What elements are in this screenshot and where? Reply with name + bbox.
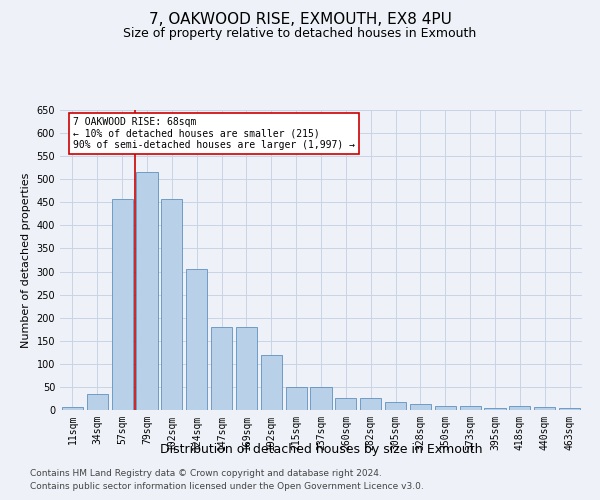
Bar: [87, 394, 108, 410]
Bar: [410, 404, 431, 410]
Bar: [136, 172, 158, 410]
Bar: [460, 406, 481, 410]
Text: Contains public sector information licensed under the Open Government Licence v3: Contains public sector information licen…: [30, 482, 424, 491]
Text: 7 OAKWOOD RISE: 68sqm
← 10% of detached houses are smaller (215)
90% of semi-det: 7 OAKWOOD RISE: 68sqm ← 10% of detached …: [73, 117, 355, 150]
Bar: [236, 327, 257, 410]
Text: 7, OAKWOOD RISE, EXMOUTH, EX8 4PU: 7, OAKWOOD RISE, EXMOUTH, EX8 4PU: [149, 12, 451, 28]
Bar: [310, 387, 332, 410]
Bar: [211, 327, 232, 410]
Y-axis label: Number of detached properties: Number of detached properties: [21, 172, 31, 348]
Bar: [385, 402, 406, 410]
Bar: [335, 398, 356, 410]
Bar: [484, 408, 506, 410]
Bar: [62, 407, 83, 410]
Bar: [360, 398, 381, 410]
Bar: [112, 199, 133, 410]
Bar: [509, 406, 530, 410]
Bar: [286, 387, 307, 410]
Bar: [261, 354, 282, 410]
Bar: [161, 199, 182, 410]
Bar: [559, 408, 580, 410]
Bar: [534, 407, 555, 410]
Bar: [186, 269, 207, 410]
Text: Contains HM Land Registry data © Crown copyright and database right 2024.: Contains HM Land Registry data © Crown c…: [30, 468, 382, 477]
Text: Distribution of detached houses by size in Exmouth: Distribution of detached houses by size …: [160, 442, 482, 456]
Bar: [435, 406, 456, 410]
Text: Size of property relative to detached houses in Exmouth: Size of property relative to detached ho…: [124, 28, 476, 40]
